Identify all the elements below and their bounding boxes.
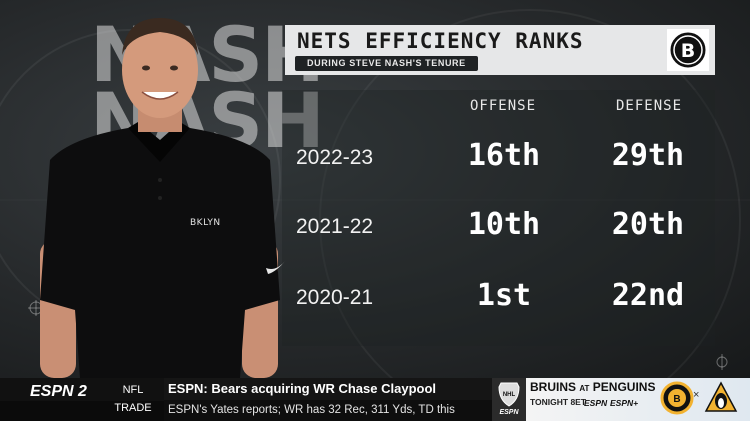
nhl-badge: NHL ESPN	[492, 378, 526, 421]
espn2-logo: ESPN 2	[30, 383, 100, 401]
season-label: 2022-23	[296, 146, 374, 169]
versus-mark: ×	[693, 389, 700, 401]
defense-rank: 29th	[611, 138, 685, 173]
svg-text:B: B	[673, 394, 680, 405]
network-espn-plus: ESPN+	[610, 398, 639, 408]
graphic-subtitle: DURING STEVE NASH'S TENURE	[295, 56, 478, 71]
home-team: PENGUINS	[592, 380, 656, 394]
season-label: 2021-22	[296, 215, 374, 238]
column-header-offense: OFFENSE	[470, 98, 537, 114]
ticker-headline: ESPN: Bears acquiring WR Chase Claypool	[164, 378, 492, 400]
broadcast-stage: NASH NASH BKLYN NETS EFFICIENCY RANKS DU…	[0, 0, 750, 378]
brooklyn-nets-logo-icon: B	[667, 29, 709, 71]
away-team: BRUINS	[530, 380, 577, 394]
game-time: TONIGHT 8ET	[530, 397, 587, 407]
nhl-badge-network: ESPN	[499, 409, 519, 416]
matchup-at: AT	[579, 384, 590, 393]
season-label: 2020-21	[296, 286, 374, 309]
offense-rank: 1st	[476, 278, 532, 313]
defense-rank: 20th	[611, 207, 685, 242]
penguins-logo-icon	[704, 381, 738, 412]
ticker-subline: ESPN's Yates reports; WR has 32 Rec, 311…	[164, 400, 492, 421]
compass-icon	[716, 354, 728, 370]
graphic-title-panel: NETS EFFICIENCY RANKS DURING STEVE NASH'…	[285, 25, 715, 75]
svg-text:B: B	[681, 40, 695, 62]
network-espn: ESPN	[584, 398, 608, 408]
ticker-topic: NFL TRADE	[114, 384, 152, 414]
ranks-table-panel	[282, 90, 715, 346]
offense-rank: 16th	[467, 138, 541, 173]
coach-figure	[40, 18, 286, 378]
defense-rank: 22nd	[611, 278, 685, 313]
shirt-logo: BKLYN	[190, 218, 221, 228]
svg-text:NHL: NHL	[503, 392, 516, 398]
graphic-title: NETS EFFICIENCY RANKS	[297, 29, 584, 53]
nhl-shield-icon: NHL	[498, 382, 520, 407]
game-matchup: BRUINS AT PENGUINS	[530, 380, 655, 394]
bruins-logo-icon: B	[660, 381, 694, 415]
column-header-defense: DEFENSE	[616, 98, 683, 114]
offense-rank: 10th	[467, 207, 541, 242]
ticker-left-fill	[0, 401, 164, 421]
